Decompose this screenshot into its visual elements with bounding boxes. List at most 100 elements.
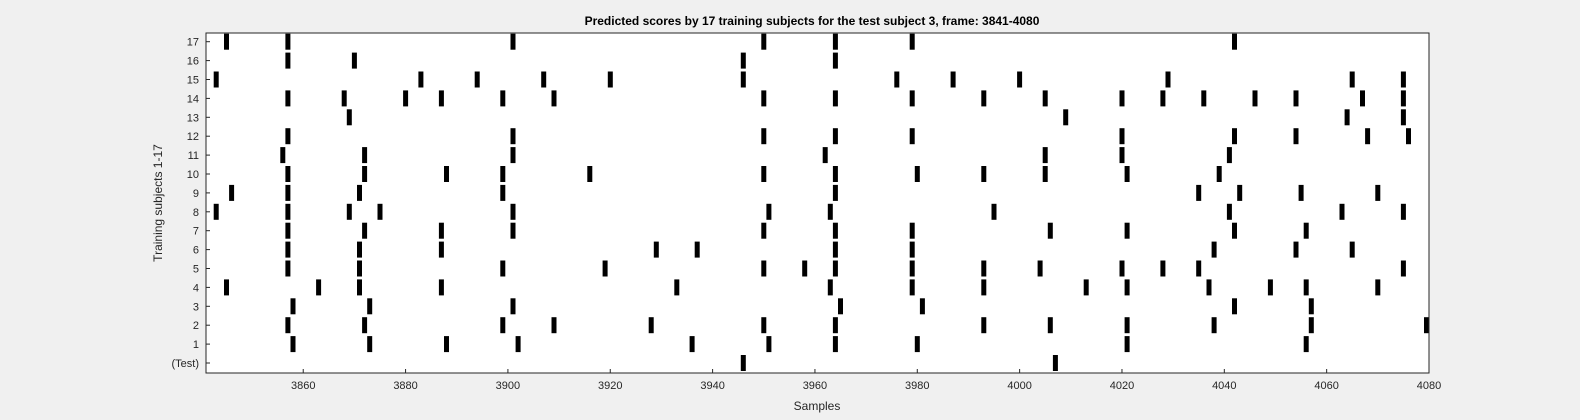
event-mark [607, 71, 613, 88]
event-mark [1303, 279, 1309, 296]
event-mark [802, 260, 808, 277]
event-mark [674, 279, 680, 296]
event-mark [438, 241, 444, 258]
event-mark [285, 90, 291, 107]
event-mark [285, 203, 291, 220]
event-mark [285, 260, 291, 277]
chart-title: Predicted scores by 17 training subjects… [585, 14, 1040, 28]
event-mark [515, 336, 521, 353]
event-mark [474, 71, 480, 88]
event-mark [1360, 90, 1365, 107]
event-mark [1232, 298, 1237, 315]
event-mark [1365, 128, 1371, 145]
event-mark [438, 279, 444, 296]
event-mark [694, 241, 700, 258]
x-tick-label: 4080 [1417, 380, 1441, 392]
event-mark [1298, 184, 1304, 201]
event-mark [1119, 147, 1125, 164]
event-mark [500, 90, 506, 107]
event-mark [362, 147, 368, 164]
event-marks [213, 33, 1429, 371]
event-mark [510, 298, 516, 315]
event-mark [444, 336, 449, 353]
event-mark [1119, 128, 1125, 145]
event-mark [341, 90, 347, 107]
event-mark [285, 166, 291, 182]
event-mark [981, 260, 987, 277]
y-tick-label: 5 [193, 264, 199, 276]
event-mark [1047, 222, 1053, 239]
event-mark [950, 71, 956, 88]
x-tick-label: 4020 [1110, 380, 1134, 392]
event-mark [832, 128, 838, 145]
event-mark [1339, 203, 1345, 220]
event-mark [1216, 166, 1222, 182]
event-mark [761, 260, 767, 277]
event-mark [981, 166, 987, 182]
event-mark [827, 203, 833, 220]
event-mark [822, 147, 828, 164]
event-mark [444, 166, 449, 182]
event-mark [1042, 166, 1048, 182]
event-mark [1232, 128, 1237, 145]
y-tick-label: 11 [188, 150, 199, 162]
event-mark [991, 203, 997, 220]
event-mark [316, 279, 322, 296]
event-mark [500, 317, 506, 334]
event-mark [1293, 90, 1299, 107]
event-mark [510, 222, 516, 239]
event-mark [1226, 203, 1232, 220]
event-mark [1042, 147, 1048, 164]
event-mark [740, 71, 746, 88]
event-mark [1400, 203, 1406, 220]
event-mark [919, 298, 925, 315]
event-mark [832, 52, 838, 69]
event-mark [500, 184, 506, 201]
event-mark [377, 203, 383, 220]
y-tick-label: 3 [193, 301, 199, 313]
event-mark [500, 260, 506, 277]
event-mark [224, 33, 229, 50]
event-mark [766, 336, 772, 353]
event-mark [1042, 90, 1048, 107]
event-mark [1252, 90, 1258, 107]
event-mark [761, 90, 767, 107]
event-mark [285, 317, 291, 334]
event-mark [1017, 71, 1023, 88]
event-mark [438, 222, 444, 239]
event-mark [894, 71, 900, 88]
event-mark [981, 279, 987, 296]
event-mark [909, 222, 915, 239]
y-tick-label: 10 [187, 169, 199, 181]
x-tick-label: 3900 [496, 380, 520, 392]
event-mark [1406, 128, 1411, 145]
y-axis-label: Training subjects 1-17 [151, 144, 165, 262]
event-mark [1232, 222, 1237, 239]
event-mark [403, 90, 409, 107]
event-mark [1293, 241, 1299, 258]
event-mark [510, 33, 516, 50]
event-mark [1206, 279, 1212, 296]
event-mark [510, 128, 516, 145]
event-mark [290, 336, 296, 353]
event-mark [1303, 336, 1309, 353]
event-mark [832, 336, 838, 353]
x-tick-label: 3980 [905, 380, 929, 392]
event-mark [1400, 90, 1406, 107]
event-mark [981, 317, 987, 334]
event-mark [362, 222, 368, 239]
event-mark [832, 184, 838, 201]
event-mark [587, 166, 593, 182]
y-tick-label: 9 [193, 188, 199, 200]
x-tick-label: 3940 [700, 380, 724, 392]
event-mark [1344, 109, 1350, 126]
event-mark [761, 128, 767, 145]
event-mark [832, 166, 838, 182]
event-mark [351, 52, 357, 69]
y-tick-label: 1 [193, 339, 199, 351]
event-mark [1237, 184, 1243, 201]
event-mark [1124, 222, 1130, 239]
event-mark [1124, 336, 1130, 353]
x-axis-ticks: 3860 3880 3900 3920 3940 3960 3980 4000 4020 4040… [291, 369, 1441, 392]
